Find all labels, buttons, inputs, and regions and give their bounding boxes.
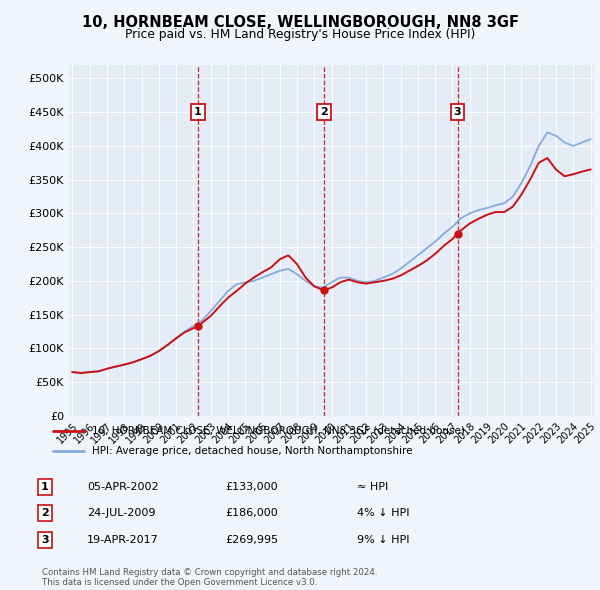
- Text: £186,000: £186,000: [225, 509, 278, 518]
- Text: 1: 1: [41, 482, 49, 491]
- Text: 19-APR-2017: 19-APR-2017: [87, 535, 159, 545]
- Text: 24-JUL-2009: 24-JUL-2009: [87, 509, 155, 518]
- Text: 1: 1: [194, 107, 202, 117]
- Text: 3: 3: [41, 535, 49, 545]
- Text: ≈ HPI: ≈ HPI: [357, 482, 388, 491]
- Text: HPI: Average price, detached house, North Northamptonshire: HPI: Average price, detached house, Nort…: [92, 446, 413, 456]
- Text: 10, HORNBEAM CLOSE, WELLINGBOROUGH, NN8 3GF: 10, HORNBEAM CLOSE, WELLINGBOROUGH, NN8 …: [82, 15, 518, 30]
- Text: £269,995: £269,995: [225, 535, 278, 545]
- Text: 3: 3: [454, 107, 461, 117]
- Text: 05-APR-2002: 05-APR-2002: [87, 482, 158, 491]
- Text: 9% ↓ HPI: 9% ↓ HPI: [357, 535, 409, 545]
- Text: Contains HM Land Registry data © Crown copyright and database right 2024.
This d: Contains HM Land Registry data © Crown c…: [42, 568, 377, 587]
- Text: 10, HORNBEAM CLOSE, WELLINGBOROUGH, NN8 3GF (detached house): 10, HORNBEAM CLOSE, WELLINGBOROUGH, NN8 …: [92, 426, 465, 436]
- Text: £133,000: £133,000: [225, 482, 278, 491]
- Text: Price paid vs. HM Land Registry's House Price Index (HPI): Price paid vs. HM Land Registry's House …: [125, 28, 475, 41]
- Text: 2: 2: [320, 107, 328, 117]
- Text: 2: 2: [41, 509, 49, 518]
- Text: 4% ↓ HPI: 4% ↓ HPI: [357, 509, 409, 518]
